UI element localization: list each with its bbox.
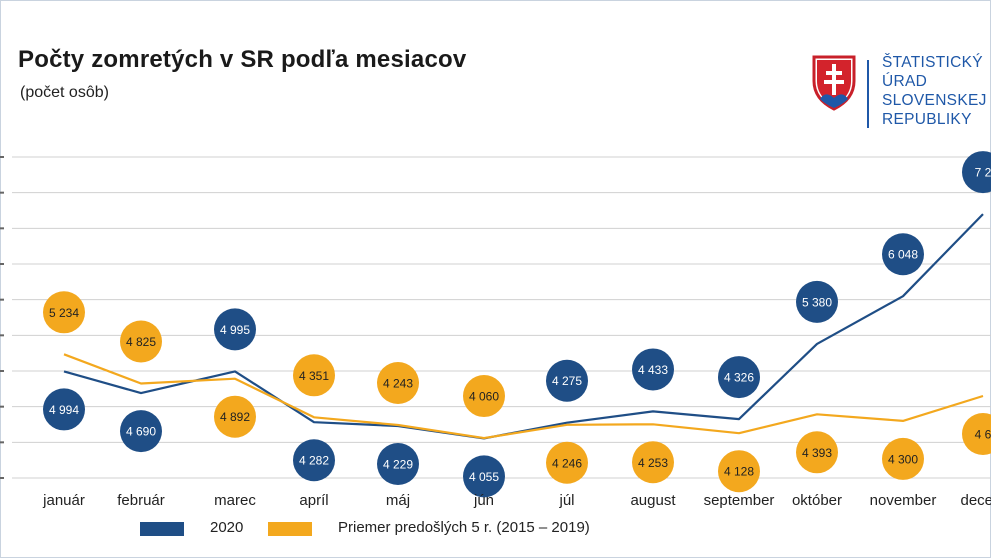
data-point-2020 <box>632 348 674 391</box>
data-point-average <box>546 441 588 484</box>
logo-line-3: SLOVENSKEJ <box>882 92 987 109</box>
data-label-average: 4 892 <box>220 410 250 424</box>
chart-title: Počty zomretých v SR podľa mesiacov <box>18 46 467 73</box>
data-label-2020: 7 2 <box>975 166 991 180</box>
data-label-average: 4 128 <box>724 465 754 479</box>
data-label-average: 4 246 <box>552 456 582 470</box>
series-line-average <box>63 353 984 440</box>
data-point-2020 <box>962 151 991 194</box>
logo-divider <box>867 60 869 128</box>
data-point-average <box>377 361 419 404</box>
data-point-2020 <box>377 442 419 485</box>
data-point-average <box>632 441 674 484</box>
data-label-average: 4 393 <box>802 446 832 460</box>
data-point-2020 <box>43 388 85 431</box>
data-point-average <box>962 412 991 455</box>
data-point-average <box>293 354 335 397</box>
x-tick-label: apríl <box>299 492 328 509</box>
data-point-2020 <box>120 410 162 453</box>
data-point-2020 <box>718 356 760 399</box>
data-point-2020 <box>293 439 335 482</box>
data-label-average: 4 253 <box>638 456 668 470</box>
data-label-average: 4 351 <box>299 369 329 383</box>
data-label-2020: 5 380 <box>802 295 832 309</box>
data-label-2020: 4 433 <box>638 363 668 377</box>
x-tick-label: júl <box>558 492 574 509</box>
data-point-average <box>796 431 838 474</box>
data-label-2020: 4 275 <box>552 374 582 388</box>
data-point-2020 <box>214 308 256 351</box>
data-point-2020 <box>796 280 838 323</box>
data-label-2020: 4 282 <box>299 454 329 468</box>
data-point-2020 <box>546 359 588 402</box>
x-tick-label: február <box>117 492 165 509</box>
x-tick-label: október <box>792 492 842 509</box>
legend-swatch-average <box>268 522 312 536</box>
logo-line-1: ŠTATISTICKÝ <box>882 54 983 71</box>
data-label-average: 4 825 <box>126 335 156 349</box>
data-point-average <box>718 450 760 493</box>
data-label-average: 5 234 <box>49 306 79 320</box>
logo-text: ŠTATISTICKÝ ÚRAD SLOVENSKEJ REPUBLIKY <box>882 53 987 129</box>
legend-label-2020: 2020 <box>210 519 244 536</box>
x-tick-label: november <box>870 492 937 509</box>
data-label-average: 4 300 <box>888 452 918 466</box>
x-tick-label: august <box>630 492 676 509</box>
data-label-2020: 4 055 <box>469 470 499 484</box>
data-point-2020 <box>882 233 924 276</box>
data-label-2020: 6 048 <box>888 248 918 262</box>
x-tick-label: máj <box>386 492 410 509</box>
data-point-average <box>214 395 256 438</box>
x-tick-label: september <box>704 492 775 509</box>
series-line-2020 <box>63 213 984 440</box>
chart-subtitle: (počet osôb) <box>20 84 109 101</box>
data-label-average: 4 6 <box>975 427 991 441</box>
data-label-2020: 4 994 <box>49 403 79 417</box>
data-point-average <box>120 320 162 363</box>
data-label-2020: 4 229 <box>383 457 413 471</box>
logo-line-4: REPUBLIKY <box>882 111 972 128</box>
data-point-2020 <box>463 455 505 498</box>
x-tick-label: január <box>42 492 85 509</box>
x-tick-label: jún <box>473 492 494 509</box>
data-point-average <box>43 291 85 334</box>
legend-swatch-2020 <box>140 522 184 536</box>
x-tick-label: marec <box>214 492 256 509</box>
data-label-2020: 4 995 <box>220 323 250 337</box>
data-label-2020: 4 690 <box>126 425 156 439</box>
x-tick-label: decem <box>960 492 991 509</box>
logo-line-2: ÚRAD <box>882 73 928 90</box>
slovak-coat-of-arms-icon <box>812 55 856 111</box>
data-label-2020: 4 326 <box>724 371 754 385</box>
data-label-average: 4 060 <box>469 390 499 404</box>
data-point-average <box>463 375 505 418</box>
data-point-average <box>882 437 924 480</box>
legend-label-average: Priemer predošlých 5 r. (2015 – 2019) <box>338 519 590 536</box>
data-label-average: 4 243 <box>383 376 413 390</box>
